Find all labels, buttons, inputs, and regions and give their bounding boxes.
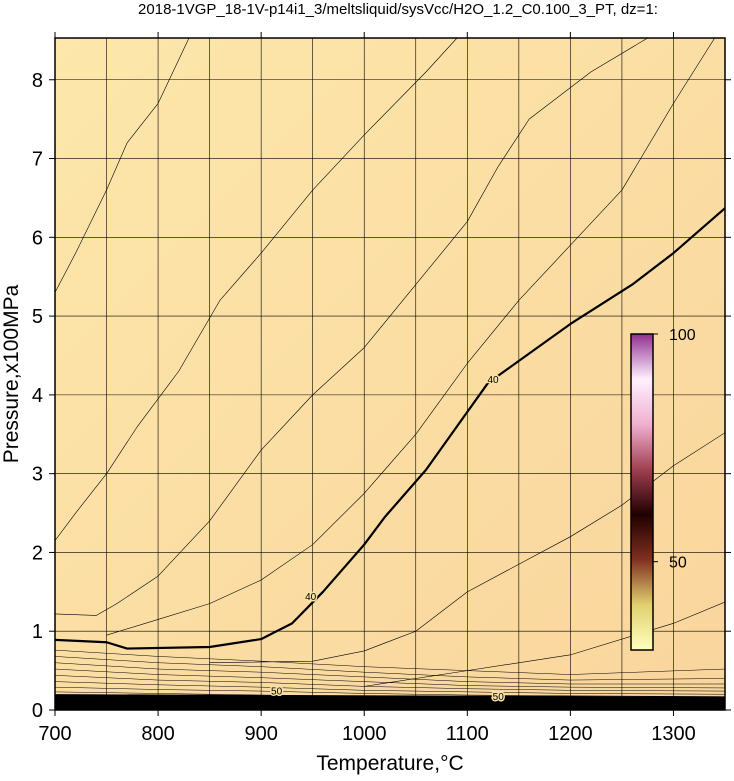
contour-label: 50 bbox=[493, 692, 505, 703]
contour-label: 40 bbox=[305, 592, 317, 603]
contour-line bbox=[55, 207, 725, 650]
contour-line bbox=[55, 694, 725, 705]
contour-line bbox=[55, 686, 725, 697]
contour-line bbox=[55, 38, 648, 616]
plot-frame bbox=[54, 37, 726, 711]
plot-background bbox=[55, 38, 725, 710]
x-tick-label: 900 bbox=[244, 723, 277, 745]
x-tick-label: 1100 bbox=[446, 723, 489, 745]
x-tick-label: 1200 bbox=[548, 723, 593, 745]
contour-line bbox=[55, 675, 725, 692]
x-tick-label: 1300 bbox=[651, 723, 696, 745]
colorbar-tick-label: 50 bbox=[669, 555, 687, 572]
colorbar-tick-label: 100 bbox=[669, 327, 696, 344]
y-tick-label: 6 bbox=[32, 227, 43, 249]
x-axis-label: Temperature,°C bbox=[316, 752, 463, 775]
y-tick-label: 7 bbox=[32, 149, 43, 171]
y-tick-label: 2 bbox=[32, 542, 43, 564]
x-tick-label: 800 bbox=[141, 723, 174, 745]
contour-line bbox=[55, 649, 725, 675]
x-tick-label: 700 bbox=[38, 723, 71, 745]
contour-line bbox=[55, 656, 725, 681]
y-tick-label: 8 bbox=[32, 70, 43, 92]
y-tick-label: 3 bbox=[32, 464, 43, 486]
contour-line bbox=[55, 662, 725, 685]
contour-line bbox=[55, 668, 725, 689]
y-tick-label: 1 bbox=[32, 621, 43, 643]
contour-label: 50 bbox=[271, 686, 283, 697]
contour-line bbox=[55, 38, 190, 293]
contour-line bbox=[55, 681, 725, 695]
contour-line bbox=[106, 38, 715, 636]
y-tick-label: 4 bbox=[32, 385, 43, 407]
contours: 40 40 50 50 bbox=[55, 38, 725, 710]
x-tick-label: 1000 bbox=[342, 723, 387, 745]
chart-title: 2018-1VGP_18-1V-p14i1_3/meltsliquid/sysV… bbox=[138, 1, 658, 18]
y-axis-label: Pressure,x100MPa bbox=[0, 284, 23, 463]
y-tick-label: 5 bbox=[32, 306, 43, 328]
contour-label: 40 bbox=[488, 375, 500, 386]
colorbar bbox=[630, 333, 654, 651]
y-tick-label: 0 bbox=[32, 700, 43, 722]
contour-line bbox=[364, 601, 725, 687]
contour-line bbox=[55, 38, 458, 541]
